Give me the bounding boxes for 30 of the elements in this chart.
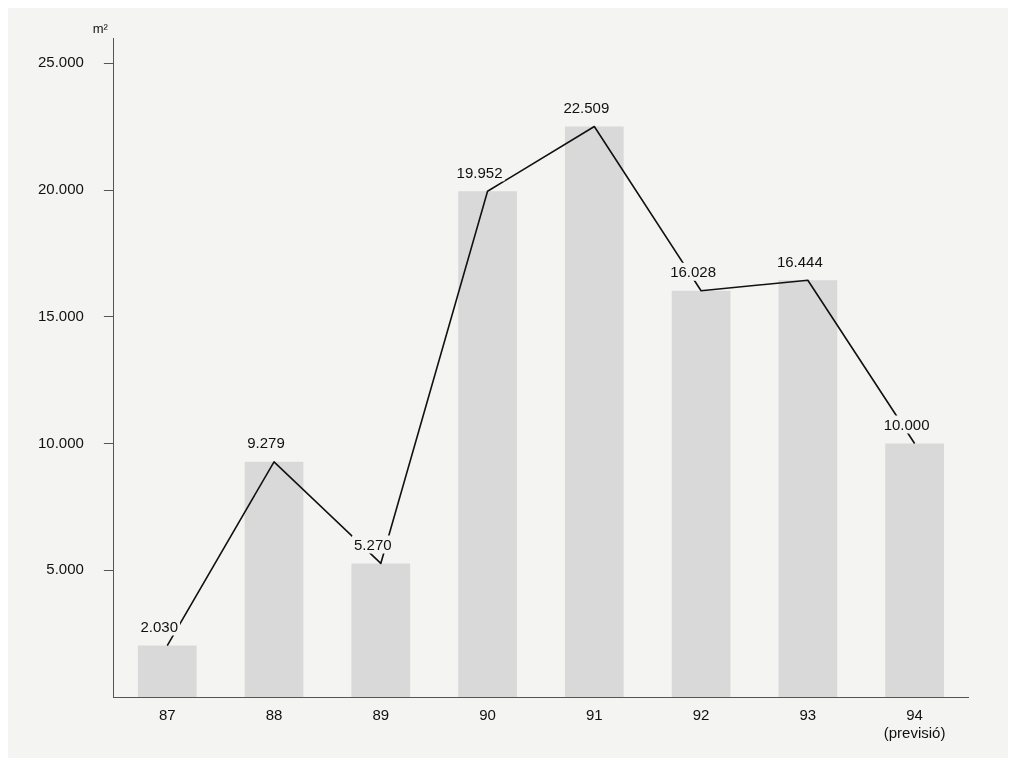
bar: [137, 645, 197, 697]
data-label: 16.444: [776, 252, 823, 270]
data-label: 9.279: [247, 434, 285, 452]
y-tick-label: 10.000: [37, 433, 84, 451]
data-label: 16.028: [670, 263, 717, 281]
x-tick-label: 90: [479, 706, 496, 724]
data-label: 5.270: [354, 536, 392, 554]
data-label: 22.509: [563, 99, 610, 117]
bar: [458, 191, 517, 697]
x-tick-label: 92: [692, 706, 710, 724]
y-tick-label: 5.000: [46, 560, 84, 578]
data-label: 10.000: [883, 416, 930, 434]
bar: [564, 126, 624, 697]
x-tick-label: 88: [265, 706, 283, 724]
bar: [244, 461, 304, 697]
bar: [778, 280, 838, 697]
x-tick-label: 93: [799, 706, 817, 724]
x-tick-label: 91: [585, 706, 603, 724]
bar: [351, 563, 411, 697]
bar: [885, 443, 944, 697]
data-label: 19.952: [456, 163, 503, 181]
y-tick-label: 20.000: [37, 180, 84, 198]
x-tick-label: 87: [158, 706, 176, 724]
y-tick-label: 15.000: [37, 306, 84, 324]
y-axis-title: m²: [92, 21, 109, 37]
x-tick-label: 94 (previsió): [883, 706, 946, 742]
y-tick-label: 25.000: [37, 53, 84, 71]
x-tick-label: 89: [372, 706, 390, 724]
data-label: 2.030: [140, 618, 179, 636]
bar: [671, 290, 731, 697]
